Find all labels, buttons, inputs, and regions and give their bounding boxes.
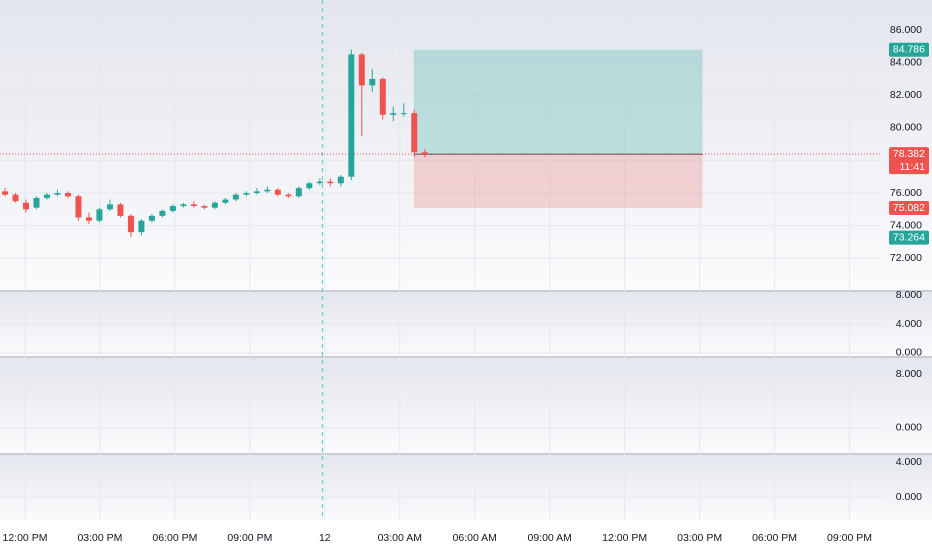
price-tag-label: 84.786	[893, 44, 925, 56]
candle-body	[211, 202, 218, 208]
candle-body	[148, 215, 155, 221]
y-tick-label: 8.000	[896, 368, 922, 380]
x-tick-label: 09:00 AM	[528, 532, 572, 544]
candle-body	[264, 189, 271, 192]
candle-body	[96, 209, 103, 221]
x-tick-label: 06:00 PM	[752, 532, 797, 544]
pane	[0, 455, 932, 520]
x-tick-label: 06:00 PM	[152, 532, 197, 544]
candle-body	[85, 217, 92, 221]
y-tick-label: 80.000	[890, 122, 922, 134]
candle-body	[138, 220, 145, 233]
candle-body	[180, 204, 187, 207]
pane-separator	[0, 356, 932, 358]
candle-body	[117, 204, 124, 216]
candle-body	[337, 176, 344, 184]
price-tag	[889, 230, 929, 245]
candle-body	[243, 193, 250, 195]
candle-body	[411, 113, 418, 153]
candle-body	[190, 204, 197, 207]
x-tick-label: 03:00 PM	[677, 532, 722, 544]
candle-body	[54, 193, 61, 195]
y-tick-label: 76.000	[890, 187, 922, 199]
candle-body	[379, 78, 386, 115]
candle-body	[159, 210, 166, 216]
profit-zone	[413, 49, 703, 155]
y-tick-label: 82.000	[890, 89, 922, 101]
candle-body	[327, 181, 334, 184]
pane-separator	[0, 290, 932, 292]
price-tag	[889, 147, 929, 175]
candle-body	[33, 197, 40, 208]
y-tick-label: 86.000	[890, 24, 922, 36]
price-tag	[889, 200, 929, 215]
candle-body	[22, 202, 29, 210]
x-tick-label: 03:00 PM	[77, 532, 122, 544]
candle-body	[169, 206, 176, 211]
candle-body	[106, 204, 113, 210]
x-tick-label: 12	[319, 532, 331, 544]
x-tick-label: 09:00 PM	[227, 532, 272, 544]
candle-body	[43, 194, 50, 198]
candle-body	[316, 181, 323, 184]
candle-body	[127, 215, 134, 233]
pane	[0, 358, 932, 453]
candle-body	[306, 183, 313, 189]
candle-body	[390, 113, 397, 115]
candle-body	[64, 193, 71, 197]
y-tick-label: 8.000	[896, 289, 922, 301]
candle-body	[201, 206, 208, 208]
price-tag-label: 75.082	[893, 202, 925, 214]
price-tag-label: 78.382	[893, 148, 925, 160]
y-tick-label: 4.000	[896, 318, 922, 330]
price-tag	[889, 42, 929, 57]
x-tick-label: 03:00 AM	[378, 532, 422, 544]
candle-body	[358, 54, 365, 86]
pane-separator	[0, 453, 932, 455]
candle-body	[75, 196, 82, 218]
x-tick-label: 06:00 AM	[453, 532, 497, 544]
candle-body	[421, 152, 428, 155]
x-tick-label: 12:00 PM	[3, 532, 48, 544]
candle-body	[12, 194, 19, 202]
candle-body	[1, 191, 8, 195]
x-tick-label: 09:00 PM	[827, 532, 872, 544]
y-tick-label: 74.000	[890, 219, 922, 231]
candle-body	[222, 199, 229, 203]
y-tick-label: 72.000	[890, 252, 922, 264]
candle-body	[285, 194, 292, 197]
y-tick-label: 0.000	[896, 347, 922, 359]
main-pane	[0, 0, 932, 290]
loss-zone	[413, 154, 703, 208]
y-tick-label: 84.000	[890, 56, 922, 68]
candle-body	[400, 113, 407, 115]
candle-body	[369, 78, 376, 86]
x-tick-label: 12:00 PM	[602, 532, 647, 544]
y-tick-label: 0.000	[896, 422, 922, 434]
candle-body	[232, 194, 239, 200]
countdown-label: 11:41	[900, 161, 926, 173]
candle-body	[253, 191, 260, 194]
candle-body	[274, 189, 281, 195]
y-tick-label: 0.000	[896, 491, 922, 503]
candle-body	[348, 54, 355, 177]
candle-body	[295, 188, 302, 197]
price-tag-label: 73.264	[893, 231, 925, 243]
y-tick-label: 4.000	[896, 456, 922, 468]
